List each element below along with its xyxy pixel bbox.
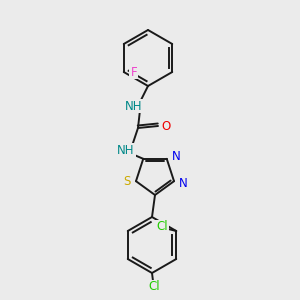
Text: NH: NH xyxy=(125,100,143,112)
Text: O: O xyxy=(161,119,171,133)
Text: N: N xyxy=(178,177,188,190)
Text: F: F xyxy=(130,65,137,79)
Text: Cl: Cl xyxy=(156,220,168,233)
Text: NH: NH xyxy=(117,143,135,157)
Text: N: N xyxy=(171,150,180,163)
Text: S: S xyxy=(123,175,131,188)
Text: Cl: Cl xyxy=(148,280,160,293)
